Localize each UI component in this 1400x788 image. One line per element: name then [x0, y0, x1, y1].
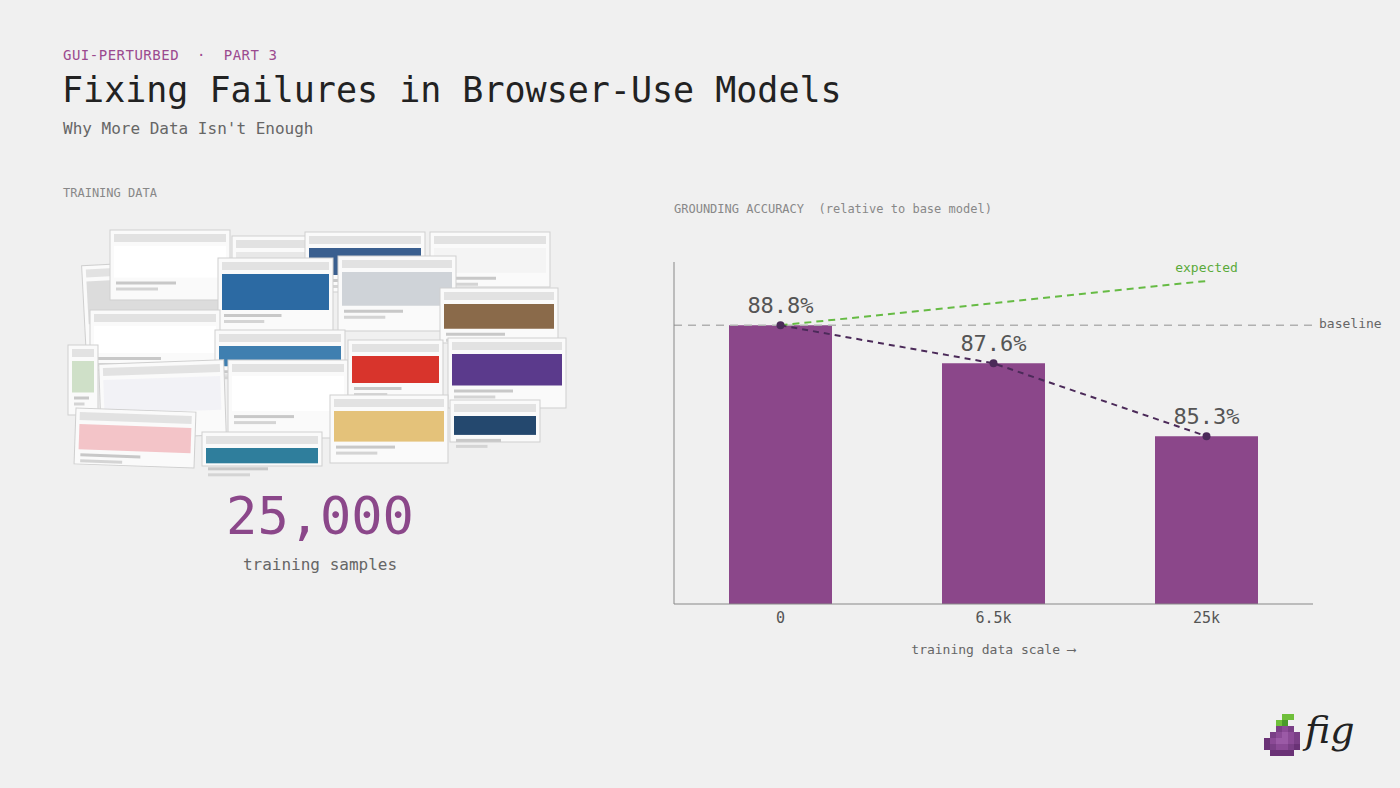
html-text:25,000: 25,000: [226, 486, 414, 546]
html-text:GROUNDING ACCURACY (relative t: GROUNDING ACCURACY (relative to base mod…: [674, 202, 992, 216]
html-text:baseline: baseline: [1319, 316, 1382, 332]
svg-text:6.5k: 6.5k: [975, 609, 1011, 627]
svg-text:87.6%: 87.6%: [960, 331, 1026, 356]
svg-text:88.8%: 88.8%: [747, 293, 813, 318]
html-text:Why More Data Isn't Enough: Why More Data Isn't Enough: [63, 119, 314, 138]
html-text:Fixing Failures in Browser-Use: Fixing Failures in Browser-Use Models: [62, 70, 842, 110]
html-text:GUI-PERTURBED: GUI-PERTURBED: [63, 47, 180, 63]
html-text:expected: expected: [1175, 260, 1238, 275]
html-text:TRAINING DATA: TRAINING DATA: [63, 186, 157, 200]
svg-text:training data scale ⟶: training data scale ⟶: [911, 642, 1077, 657]
svg-text:85.3%: 85.3%: [1173, 404, 1239, 429]
html-text:PART 3: PART 3: [223, 47, 278, 63]
svg-text:0: 0: [776, 609, 785, 627]
html-text:fig: fig: [1305, 708, 1355, 752]
html-text:training samples: training samples: [242, 555, 398, 574]
svg-text:25k: 25k: [1193, 609, 1220, 627]
